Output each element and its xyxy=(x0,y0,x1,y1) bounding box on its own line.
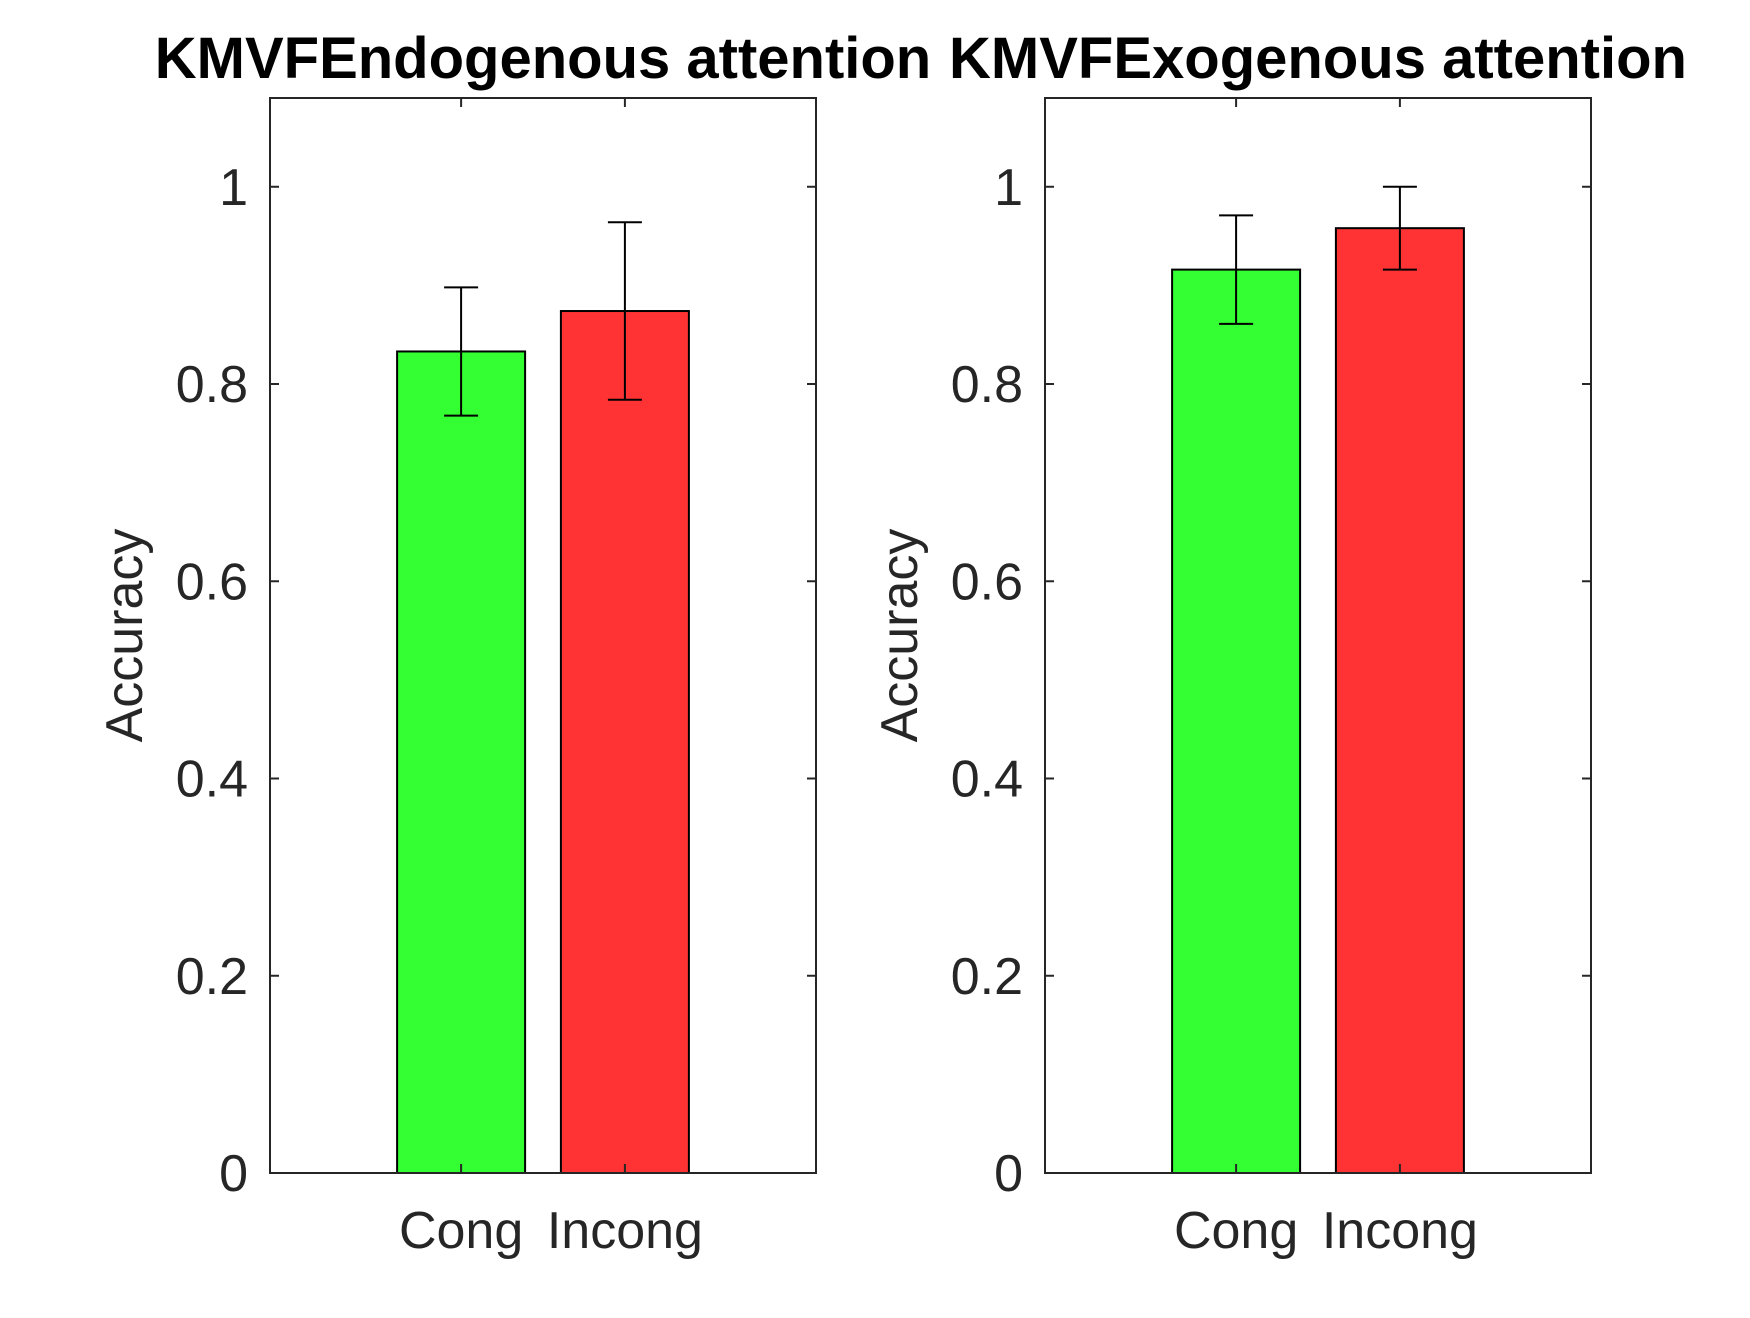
exogenous-panel: 0 0.2 0.4 0.6 0.8 1 Cong Incong Accuracy KMVFExog… xyxy=(871,26,1687,1260)
exogenous-category-label-cong: Cong xyxy=(1174,1202,1298,1260)
exogenous-chart-title: KMVFExogenous attention xyxy=(949,26,1687,91)
exogenous-ytick-label: 1 xyxy=(994,159,1023,217)
endogenous-bar-incong xyxy=(559,310,690,1174)
exogenous-bar-incong xyxy=(1334,227,1465,1175)
endogenous-ylabel: Accuracy xyxy=(96,529,154,743)
endogenous-error-bar-incong xyxy=(607,221,642,401)
exogenous-error-bar-cong xyxy=(1219,214,1254,325)
endogenous-ytick-label: 1 xyxy=(219,159,248,217)
exogenous-ytick-label: 0 xyxy=(994,1145,1023,1203)
exogenous-error-bar-incong xyxy=(1382,185,1417,271)
exogenous-category-label-incong: Incong xyxy=(1322,1202,1478,1260)
endogenous-ytick-label: 0 xyxy=(219,1145,248,1203)
endogenous-category-label-incong: Incong xyxy=(547,1202,703,1260)
exogenous-axes-box xyxy=(1044,97,1592,1174)
exogenous-ytick-label: 0.2 xyxy=(951,948,1023,1006)
exogenous-ytick-label: 0.4 xyxy=(951,751,1023,809)
endogenous-ytick-label: 0.4 xyxy=(176,751,248,809)
endogenous-ytick-label: 0.2 xyxy=(176,948,248,1006)
endogenous-category-label-cong: Cong xyxy=(399,1202,523,1260)
exogenous-ytick-label: 0.8 xyxy=(951,356,1023,414)
exogenous-bar-cong xyxy=(1171,268,1302,1174)
endogenous-ytick-label: 0.6 xyxy=(176,553,248,611)
exogenous-ylabel: Accuracy xyxy=(871,529,929,743)
endogenous-chart-title: KMVFEndogenous attention xyxy=(155,26,932,91)
endogenous-panel: 0 0.2 0.4 0.6 0.8 1 Cong Incong Accuracy KMVFEndo… xyxy=(96,26,931,1260)
endogenous-error-bar-cong xyxy=(444,286,479,417)
exogenous-ytick-label: 0.6 xyxy=(951,553,1023,611)
endogenous-axes-box xyxy=(269,97,817,1174)
endogenous-ytick-label: 0.8 xyxy=(176,356,248,414)
endogenous-bar-cong xyxy=(396,350,527,1174)
